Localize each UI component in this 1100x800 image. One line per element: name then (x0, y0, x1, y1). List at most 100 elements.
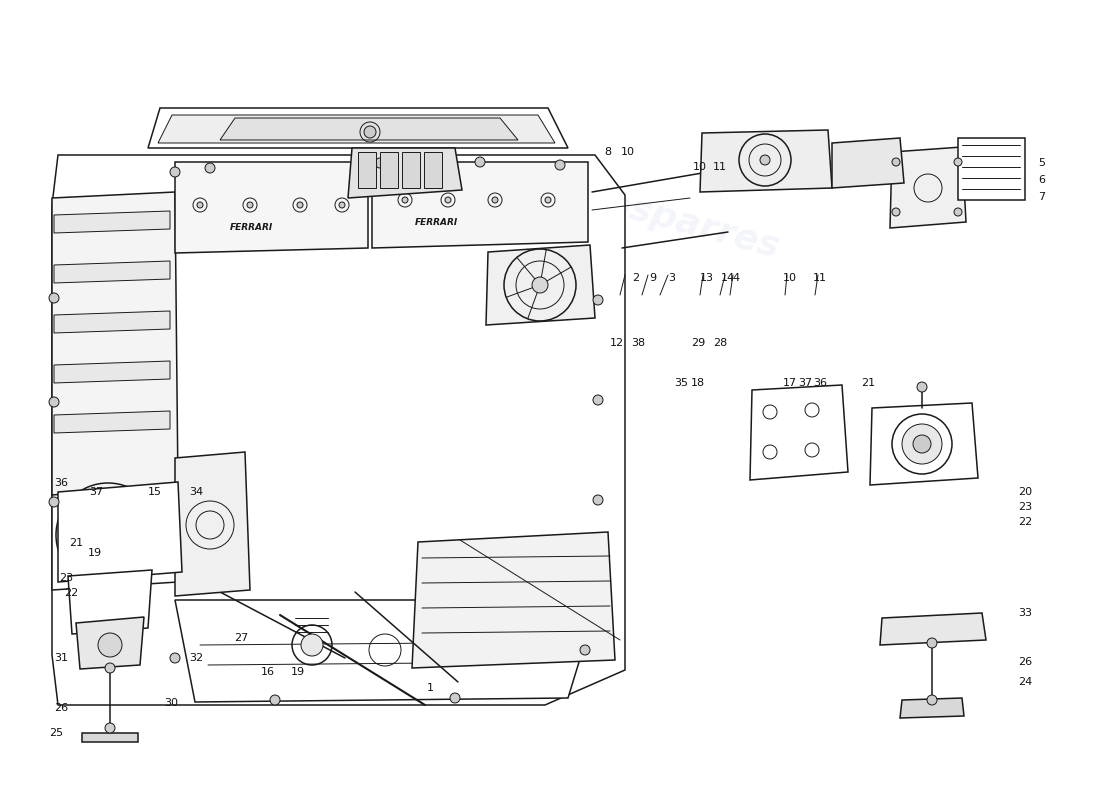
Circle shape (954, 208, 962, 216)
Text: 37: 37 (798, 378, 812, 388)
Text: 19: 19 (88, 548, 102, 558)
Text: 32: 32 (189, 653, 204, 663)
Polygon shape (175, 452, 250, 596)
Text: 27: 27 (234, 633, 249, 643)
Text: 6: 6 (1038, 175, 1045, 185)
Text: 26: 26 (54, 703, 68, 713)
Polygon shape (52, 485, 178, 590)
Text: 22: 22 (1018, 517, 1032, 527)
Text: 1: 1 (427, 683, 433, 693)
Text: 37: 37 (89, 487, 103, 497)
Text: 8: 8 (604, 147, 612, 157)
Polygon shape (486, 245, 595, 325)
Polygon shape (52, 192, 178, 495)
Circle shape (98, 633, 122, 657)
Text: 30: 30 (164, 698, 178, 708)
Circle shape (301, 634, 323, 656)
Text: 3: 3 (669, 273, 675, 283)
Text: 23: 23 (59, 573, 73, 583)
Circle shape (297, 202, 302, 208)
Circle shape (593, 395, 603, 405)
Polygon shape (402, 152, 420, 188)
Text: 5: 5 (1038, 158, 1045, 168)
Text: 36: 36 (813, 378, 827, 388)
Circle shape (197, 202, 204, 208)
Circle shape (593, 495, 603, 505)
Polygon shape (54, 261, 170, 283)
Circle shape (927, 695, 937, 705)
Circle shape (205, 163, 214, 173)
Circle shape (50, 293, 59, 303)
Polygon shape (412, 532, 615, 668)
Circle shape (248, 202, 253, 208)
Circle shape (492, 197, 498, 203)
Circle shape (98, 525, 118, 545)
Circle shape (104, 663, 116, 673)
Polygon shape (880, 613, 986, 645)
Polygon shape (52, 155, 625, 705)
Circle shape (50, 497, 59, 507)
Polygon shape (68, 570, 152, 634)
Polygon shape (175, 162, 368, 253)
Text: 2: 2 (632, 273, 639, 283)
Polygon shape (54, 311, 170, 333)
Polygon shape (220, 118, 518, 140)
Polygon shape (750, 385, 848, 480)
Text: 11: 11 (813, 273, 827, 283)
Circle shape (954, 158, 962, 166)
Polygon shape (358, 152, 376, 188)
Text: 34: 34 (189, 487, 204, 497)
Text: 9: 9 (649, 273, 657, 283)
Polygon shape (890, 147, 966, 228)
Text: 10: 10 (783, 273, 798, 283)
Polygon shape (82, 733, 138, 742)
Text: 35: 35 (674, 378, 688, 388)
Circle shape (270, 695, 280, 705)
Polygon shape (175, 600, 598, 702)
Circle shape (170, 167, 180, 177)
Circle shape (532, 277, 548, 293)
Polygon shape (54, 211, 170, 233)
Text: 4: 4 (733, 273, 739, 283)
Circle shape (50, 397, 59, 407)
Circle shape (402, 197, 408, 203)
Text: FERRARI: FERRARI (230, 223, 273, 232)
Text: 25: 25 (48, 728, 63, 738)
Circle shape (446, 197, 451, 203)
Text: 21: 21 (861, 378, 876, 388)
Circle shape (580, 645, 590, 655)
Circle shape (364, 126, 376, 138)
Text: 10: 10 (693, 162, 707, 172)
Circle shape (760, 155, 770, 165)
Polygon shape (424, 152, 442, 188)
Circle shape (450, 693, 460, 703)
Text: 20: 20 (1018, 487, 1032, 497)
Circle shape (927, 638, 937, 648)
Text: 26: 26 (1018, 657, 1032, 667)
Text: 22: 22 (64, 588, 78, 598)
Text: 11: 11 (713, 162, 727, 172)
Circle shape (892, 158, 900, 166)
Circle shape (475, 157, 485, 167)
Text: 16: 16 (261, 667, 275, 677)
Circle shape (892, 208, 900, 216)
Text: 18: 18 (691, 378, 705, 388)
Text: eurosparres: eurosparres (75, 368, 321, 464)
Circle shape (544, 197, 551, 203)
Text: 28: 28 (713, 338, 727, 348)
Text: 31: 31 (54, 653, 68, 663)
Text: 33: 33 (1018, 608, 1032, 618)
Polygon shape (148, 108, 568, 148)
Circle shape (902, 424, 942, 464)
Text: FERRARI: FERRARI (415, 218, 459, 227)
Circle shape (556, 160, 565, 170)
Text: 13: 13 (700, 273, 714, 283)
Text: 23: 23 (1018, 502, 1032, 512)
Polygon shape (958, 138, 1025, 200)
Circle shape (913, 435, 931, 453)
Polygon shape (54, 361, 170, 383)
Polygon shape (832, 138, 904, 188)
Text: 7: 7 (1038, 192, 1046, 202)
Polygon shape (379, 152, 398, 188)
Text: 38: 38 (631, 338, 645, 348)
